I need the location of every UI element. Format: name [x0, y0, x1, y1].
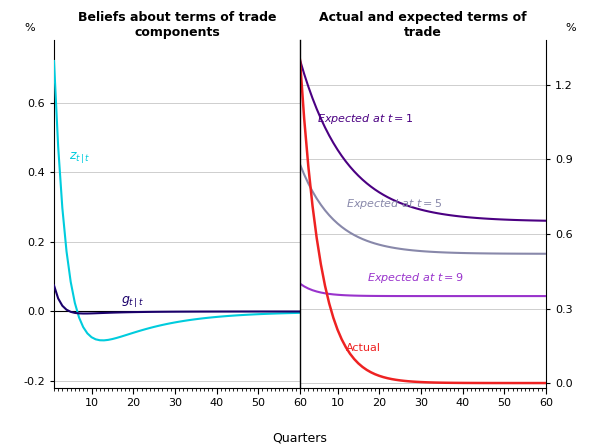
Text: Actual: Actual	[346, 343, 381, 353]
Text: %: %	[25, 23, 35, 33]
Text: Expected at $\mathit{t}=9$: Expected at $\mathit{t}=9$	[367, 271, 463, 285]
Text: Expected at $\mathit{t}=5$: Expected at $\mathit{t}=5$	[346, 197, 442, 211]
Title: Beliefs about terms of trade
components: Beliefs about terms of trade components	[78, 11, 276, 39]
Text: %: %	[565, 23, 575, 33]
Title: Actual and expected terms of
trade: Actual and expected terms of trade	[319, 11, 527, 39]
Text: $z_{t\,|\,t}$: $z_{t\,|\,t}$	[68, 149, 90, 165]
Text: Expected at $\mathit{t}=1$: Expected at $\mathit{t}=1$	[317, 112, 413, 126]
Text: $g_{t\,|\,t}$: $g_{t\,|\,t}$	[121, 294, 143, 309]
Text: Quarters: Quarters	[272, 432, 328, 445]
